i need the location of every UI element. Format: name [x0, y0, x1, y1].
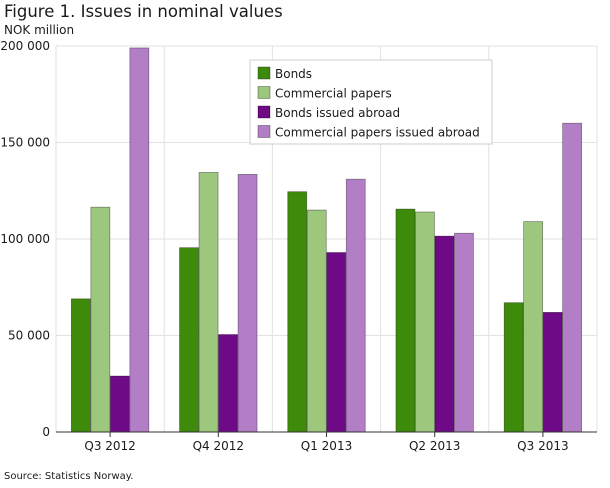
bar	[542, 311, 563, 433]
bar	[415, 211, 435, 433]
legend-swatch	[257, 66, 271, 80]
legend-label: Commercial papers	[275, 87, 392, 101]
bar	[70, 298, 91, 433]
x-tick-label: Q2 2013	[409, 439, 460, 453]
bar	[562, 122, 583, 433]
y-tick-label: 50 000	[8, 329, 50, 343]
bar	[326, 252, 347, 433]
bar	[454, 232, 474, 433]
bar	[198, 172, 219, 433]
legend-label: Bonds issued abroad	[275, 106, 400, 120]
y-tick-label: 150 000	[0, 136, 50, 150]
legend-label: Commercial papers issued abroad	[275, 126, 480, 140]
bar	[306, 209, 327, 433]
legend-label: Bonds	[275, 67, 312, 81]
bar	[218, 334, 238, 433]
x-tick-label: Q4 2012	[193, 439, 244, 453]
bar	[345, 178, 366, 433]
y-axis-unit-label: NOK million	[4, 23, 75, 37]
x-tick-label: Q3 2013	[517, 439, 568, 453]
bar	[129, 47, 150, 433]
bar	[90, 206, 111, 433]
bar	[503, 302, 524, 433]
bar	[179, 247, 199, 433]
source-note: Source: Statistics Norway.	[4, 471, 134, 482]
bar	[395, 208, 416, 433]
legend-swatch	[257, 105, 271, 119]
y-tick-label: 200 000	[0, 39, 50, 53]
legend-box	[249, 59, 493, 145]
bar	[287, 191, 308, 433]
legend-swatch	[257, 125, 271, 138]
bar	[434, 235, 455, 433]
bar	[523, 221, 544, 433]
chart-title: Figure 1. Issues in nominal values	[4, 2, 283, 21]
bar	[109, 375, 130, 433]
bar	[237, 173, 258, 433]
x-tick-label: Q1 2013	[301, 439, 352, 453]
x-tick-label: Q3 2012	[84, 439, 135, 453]
legend-swatch	[257, 86, 271, 99]
y-tick-label: 0	[42, 425, 50, 439]
y-tick-label: 100 000	[0, 232, 50, 246]
